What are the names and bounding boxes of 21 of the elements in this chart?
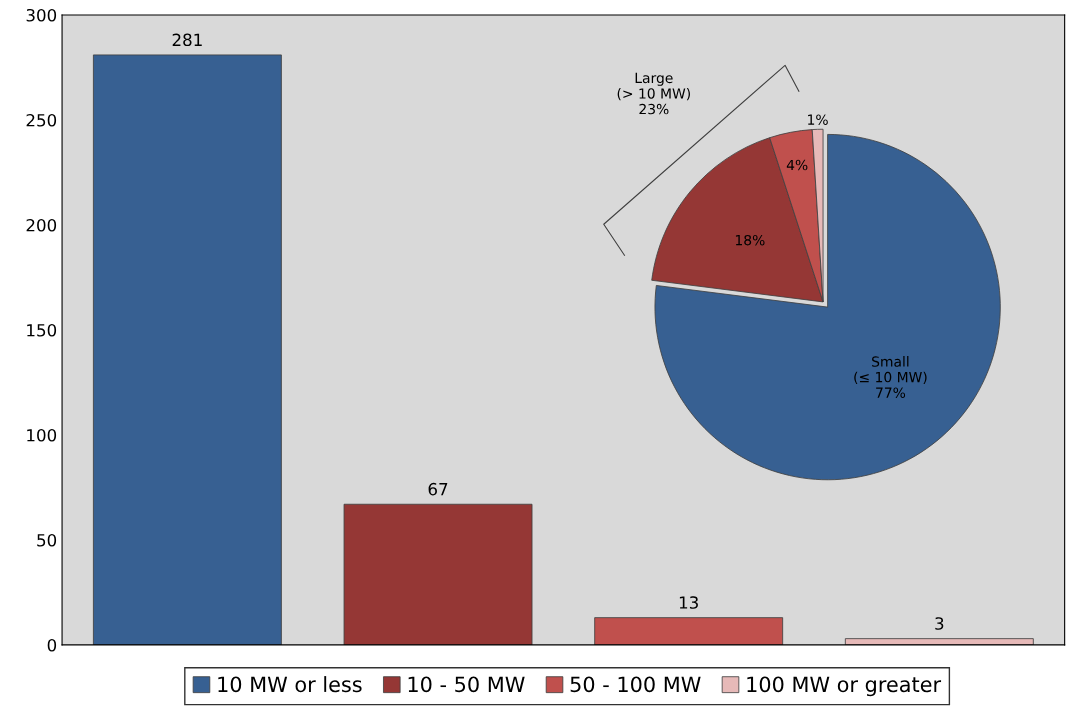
slice-label: Small (≤ 10 MW): [854, 356, 927, 384]
data-label: 3: [935, 617, 944, 630]
y-tick-label: 50: [37, 533, 57, 547]
data-label: 67: [428, 482, 448, 496]
annotation: Large (> 10 MW) 23%: [617, 72, 690, 115]
legend-label: 100 MW or greater: [747, 676, 942, 697]
data-label: 18%: [735, 234, 765, 246]
data-label: 1%: [808, 114, 828, 125]
data-label: 4%: [786, 159, 808, 171]
y-tick-label: 250: [26, 113, 57, 127]
data-label: 281: [172, 33, 202, 47]
y-tick-label: 100: [27, 428, 57, 442]
legend-label: 10 - 50 MW: [408, 676, 525, 693]
y-tick-label: 300: [26, 8, 57, 22]
y-tick-label: 150: [27, 323, 57, 337]
y-tick-label: 200: [26, 218, 57, 232]
legend-label: 10 MW or less: [218, 676, 362, 693]
legend-label: 50 - 100 MW: [570, 676, 701, 693]
y-tick-label: 0: [47, 638, 57, 652]
data-label: 77%: [876, 387, 906, 398]
data-label: 13: [679, 596, 698, 609]
